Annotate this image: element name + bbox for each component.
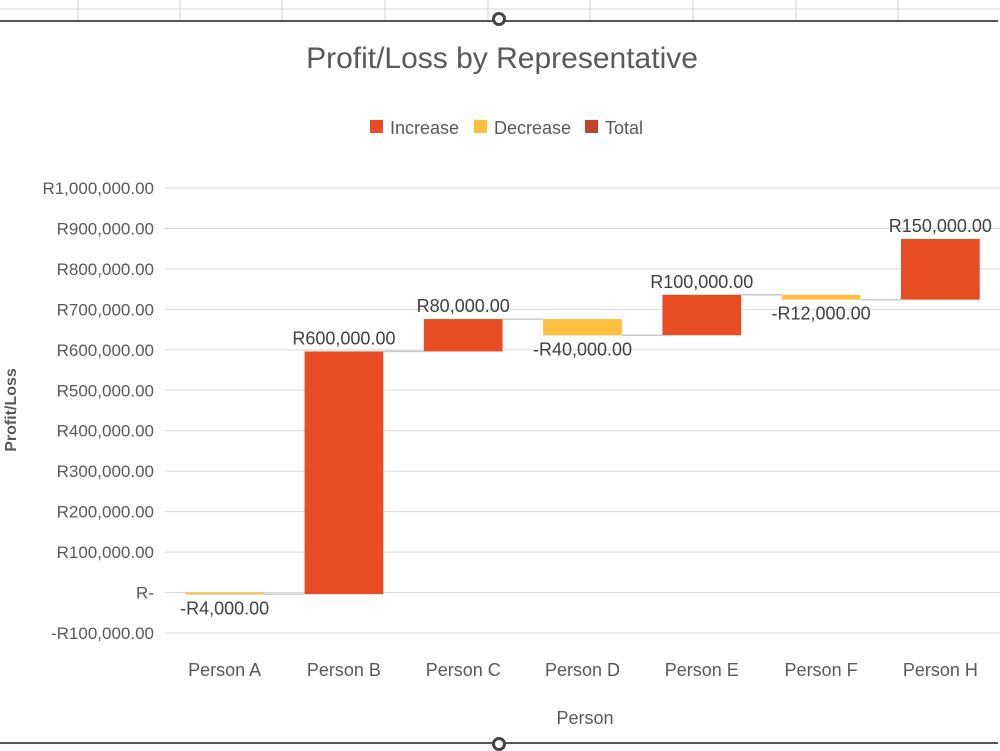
x-axis-title: Person [556, 708, 613, 728]
x-tick-label: Person E [665, 660, 739, 680]
legend-item-total[interactable]: Total [585, 118, 643, 138]
legend-label: Total [605, 118, 643, 138]
connector-lines [264, 294, 901, 595]
data-labels: -R4,000.00 R600,000.00 R80,000.00 -R40,000.… [180, 216, 992, 619]
x-axis-tick-labels: Person A Person B Person C Person D Person E… [188, 660, 978, 680]
legend[interactable]: Increase Decrease Total [370, 118, 643, 138]
legend-item-decrease[interactable]: Decrease [474, 118, 571, 138]
y-tick-label: R400,000.00 [57, 422, 154, 441]
bar-person-h [900, 238, 980, 300]
bar-person-a [185, 592, 265, 595]
y-tick-label: R600,000.00 [57, 341, 154, 360]
data-label: -R40,000.00 [533, 339, 632, 359]
data-label: R100,000.00 [650, 272, 753, 292]
chart-title: Profit/Loss by Representative [306, 42, 698, 75]
y-tick-label: R900,000.00 [57, 219, 154, 238]
legend-swatch [585, 120, 598, 133]
y-tick-label: R100,000.00 [57, 543, 154, 562]
x-tick-label: Person B [307, 660, 381, 680]
y-tick-label: R800,000.00 [57, 260, 154, 279]
legend-swatch [474, 120, 487, 133]
spreadsheet-gridlines [0, 0, 1000, 20]
y-tick-label: R1,000,000.00 [42, 179, 154, 198]
data-label: R600,000.00 [292, 328, 395, 348]
y-tick-label: R- [136, 584, 154, 603]
bar-person-c [423, 319, 503, 352]
y-tick-label: -R100,000.00 [51, 624, 154, 643]
legend-label: Decrease [494, 118, 571, 138]
gridlines [165, 187, 1000, 634]
y-tick-label: R200,000.00 [57, 503, 154, 522]
y-tick-label: R700,000.00 [57, 300, 154, 319]
legend-item-increase[interactable]: Increase [370, 118, 459, 138]
bar-person-b [304, 351, 384, 595]
x-tick-label: Person F [785, 660, 858, 680]
x-tick-label: Person C [426, 660, 501, 680]
y-axis-tick-labels: R1,000,000.00 R900,000.00 R800,000.00 R700,… [42, 179, 154, 643]
data-label: R80,000.00 [417, 296, 510, 316]
spreadsheet-gridlines-graphic [0, 0, 1000, 20]
x-tick-label: Person D [545, 660, 620, 680]
x-tick-label: Person A [188, 660, 261, 680]
legend-label: Increase [390, 118, 459, 138]
x-tick-label: Person H [903, 660, 978, 680]
legend-swatch [370, 120, 383, 133]
data-label: -R12,000.00 [772, 304, 871, 324]
bar-person-f [781, 294, 861, 300]
y-axis-title: Profit/Loss [3, 368, 20, 452]
data-label: R150,000.00 [889, 216, 992, 236]
y-tick-label: R300,000.00 [57, 462, 154, 481]
bar-person-d [543, 319, 622, 336]
data-label: -R4,000.00 [180, 599, 269, 619]
y-tick-label: R500,000.00 [57, 381, 154, 400]
resize-handle-top[interactable] [492, 12, 506, 26]
bar-person-e [662, 294, 742, 336]
bars [185, 238, 980, 595]
